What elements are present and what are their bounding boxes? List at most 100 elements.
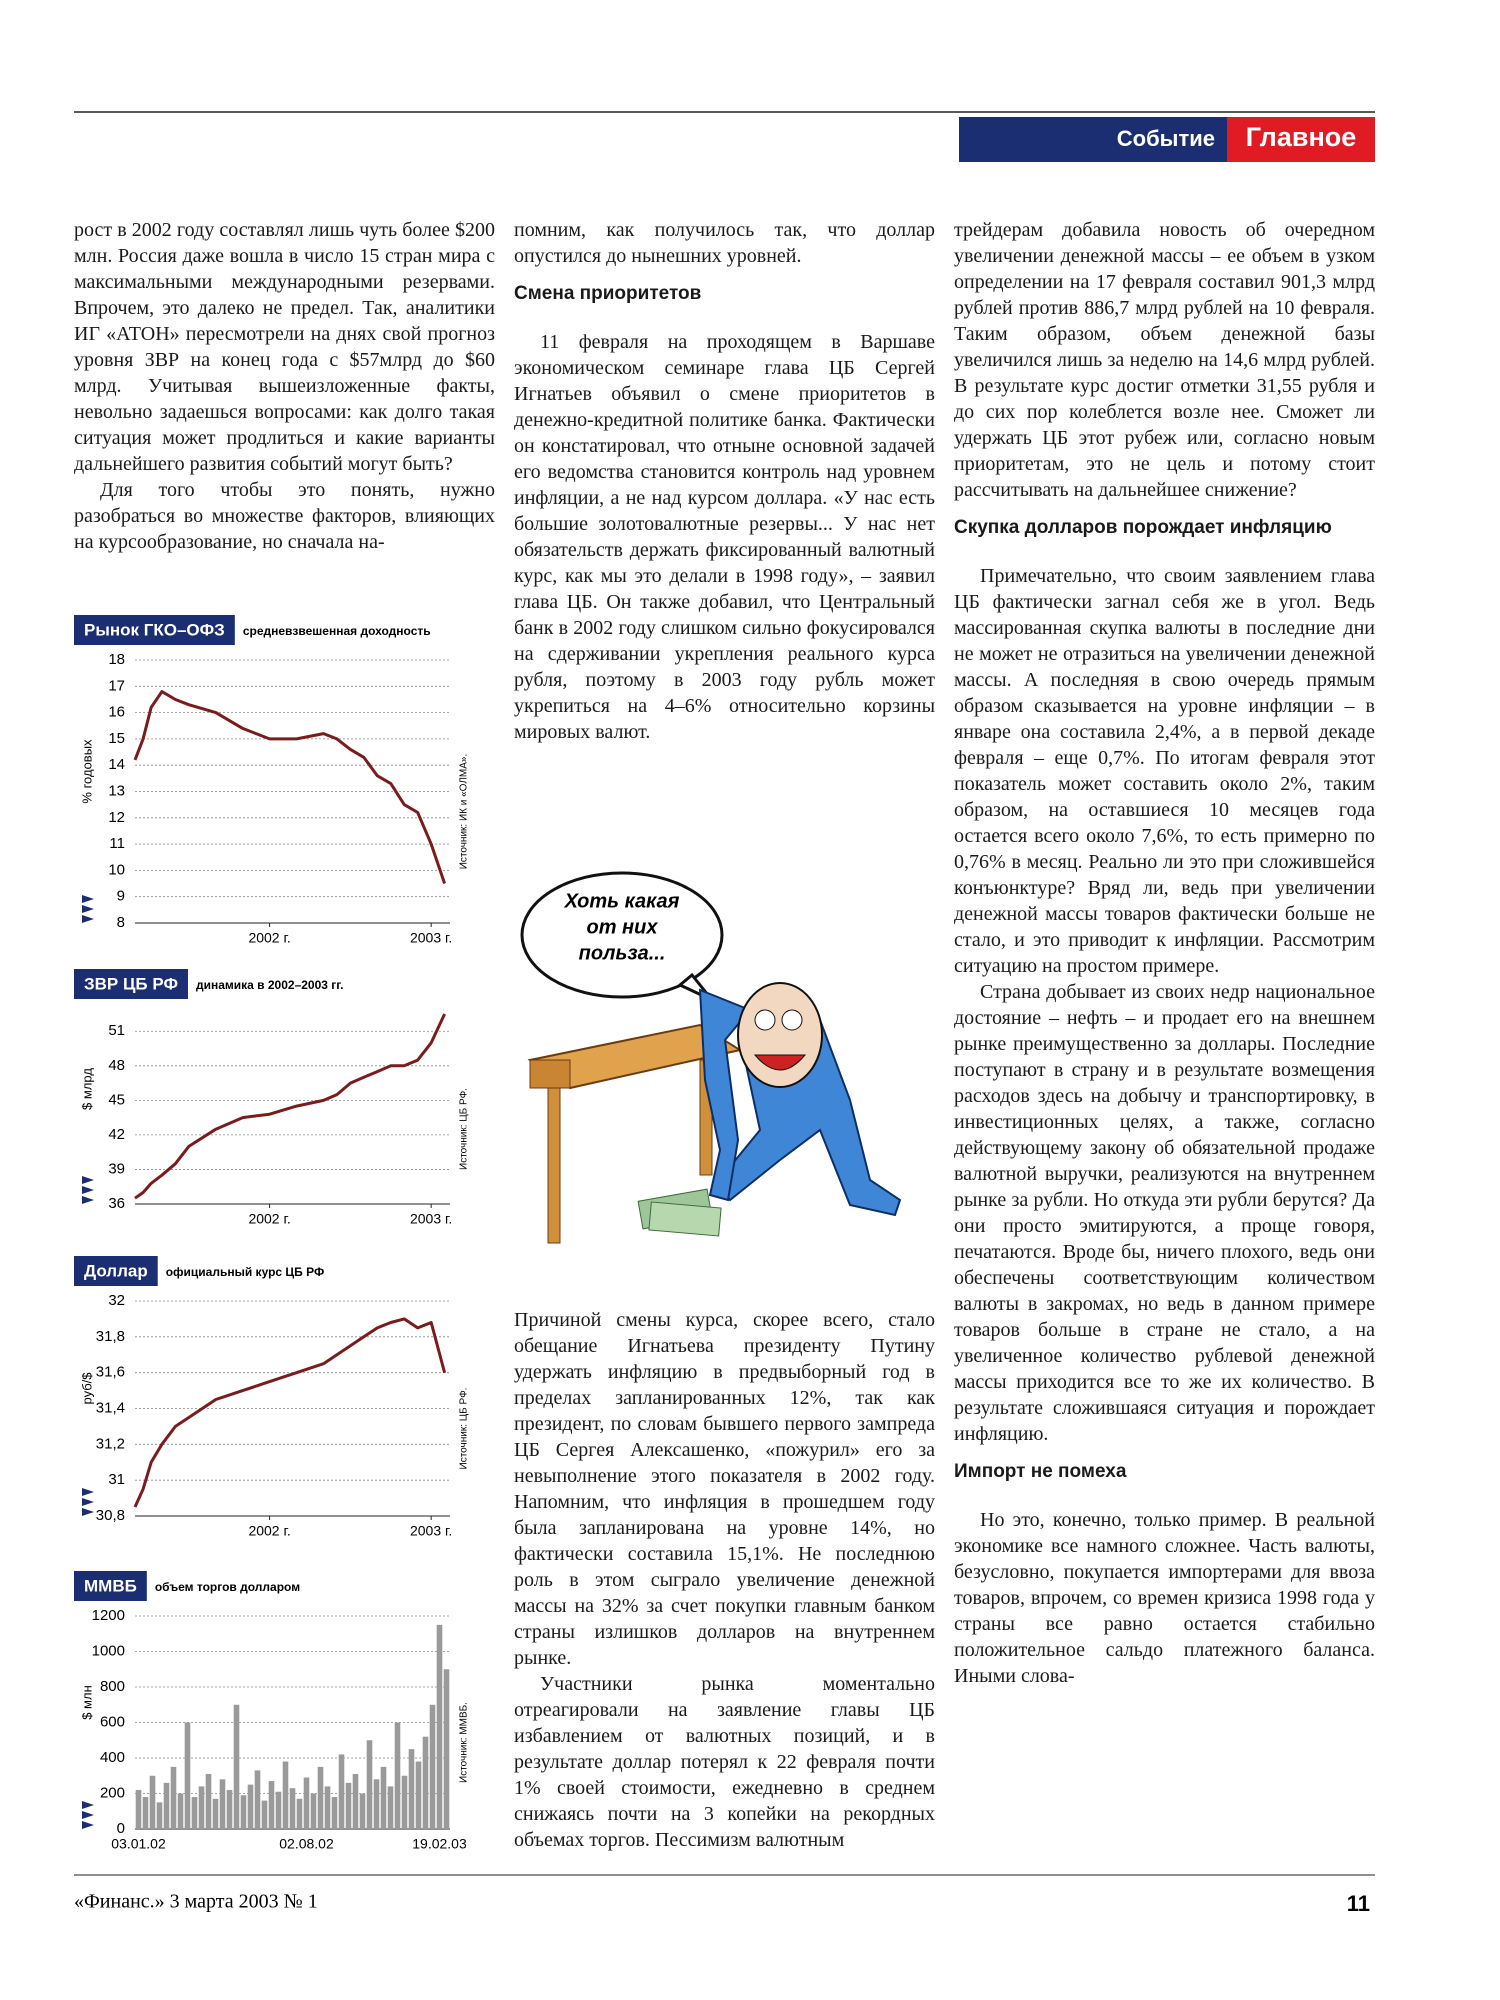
y-tick-label: 45: [108, 1091, 125, 1108]
y-tick-label: 13: [108, 782, 125, 799]
chart-source: Источник: ИК и «ОЛМА».: [459, 754, 470, 870]
chart-source: Источник: ЦБ РФ.: [459, 1088, 470, 1170]
bar: [226, 1789, 233, 1829]
section-box: [959, 117, 1227, 162]
eye: [754, 1009, 776, 1031]
y-tick-label: 36: [108, 1195, 125, 1212]
paragraph: рост в 2002 году составлял лишь чуть бол…: [74, 219, 495, 475]
bar: [205, 1773, 212, 1829]
paragraph: Примечательно, что своим заявлением глав…: [954, 565, 1375, 977]
bar: [296, 1798, 303, 1829]
paragraph: Причиной смены курса, скорее всего, стал…: [514, 1309, 935, 1669]
column-1: рост в 2002 году составлял лишь чуть бол…: [74, 217, 495, 602]
x-tick-label: 03.01.02: [111, 1836, 166, 1852]
section-heading: Скупка долларов порождает инфляцию: [954, 517, 1332, 538]
bar: [212, 1798, 219, 1829]
speech-bubble: [520, 871, 724, 999]
bar: [219, 1779, 226, 1829]
column-2-top: помним, как получилось так, что доллар о…: [514, 217, 935, 817]
y-tick-label: 11: [109, 835, 125, 852]
bar: [422, 1736, 429, 1829]
bar: [310, 1793, 317, 1829]
y-tick-label: 15: [108, 730, 125, 747]
y-tick-label: 800: [100, 1678, 125, 1695]
chart-subtitle: объем торгов долларом: [155, 1580, 300, 1594]
chart-title: ММВБ: [84, 1576, 137, 1595]
bar: [345, 1782, 352, 1829]
axis-marker: [82, 1821, 94, 1829]
chart-title-box: [74, 615, 235, 645]
bar: [177, 1793, 184, 1829]
paragraph: Участники рынка моментально отреагировал…: [514, 1673, 935, 1851]
section: Событие: [1117, 126, 1215, 151]
bar: [408, 1749, 415, 1829]
bar: [436, 1624, 443, 1829]
table-leg: [547, 1087, 561, 1244]
y-axis-label: % годовых: [79, 739, 94, 804]
bar: [275, 1791, 282, 1829]
bar: [366, 1740, 373, 1829]
bar: [352, 1773, 359, 1829]
y-tick-label: 200: [100, 1784, 125, 1801]
y-tick-label: 1200: [92, 1607, 125, 1624]
data-line: [134, 1013, 446, 1200]
axis-marker: [82, 1176, 94, 1184]
cartoon: Хоть какая от них польза...: [516, 842, 931, 1275]
data-line: [133, 1317, 447, 1508]
bar: [401, 1775, 408, 1829]
paragraph: Но это, конечно, только пример. В реальн…: [954, 1509, 1375, 1687]
y-tick-label: 39: [108, 1160, 125, 1177]
y-axis-label: $ млрд: [79, 1068, 94, 1110]
y-tick-label: 31,2: [96, 1435, 125, 1452]
column-2-bottom: Причиной смены курса, скорее всего, стал…: [514, 1307, 935, 1859]
bar: [317, 1766, 324, 1829]
y-tick-label: 30,8: [96, 1507, 125, 1524]
bar: [254, 1770, 261, 1829]
y-tick-label: 1000: [92, 1642, 125, 1659]
column-3: трейдерам добавила новость об очередном …: [954, 217, 1375, 1859]
chart-source: Источник: ММВБ.: [459, 1702, 470, 1783]
y-tick-label: 9: [117, 888, 125, 905]
speech-line: Хоть какая: [564, 890, 680, 912]
bar: [359, 1793, 366, 1829]
axis-marker: [82, 1488, 94, 1496]
y-tick-label: 31: [108, 1471, 125, 1488]
x-tick-label: 2002 г.: [248, 1523, 290, 1539]
paragraph: Для того чтобы это понять, нужно разобра…: [74, 479, 495, 553]
chart-title-box: [74, 1256, 158, 1286]
chart-title-box: [74, 1571, 147, 1601]
y-tick-label: 8: [117, 914, 125, 931]
bar: [149, 1775, 156, 1829]
x-tick-label: 2003 г.: [410, 1523, 452, 1539]
bar: [380, 1766, 387, 1829]
paragraph: помним, как получилось так, что доллар о…: [514, 219, 935, 267]
table-edge: [529, 1059, 571, 1089]
rubric: Главное: [1246, 122, 1357, 152]
x-tick-label: 2002 г.: [248, 930, 290, 946]
axis-marker: [82, 1811, 94, 1819]
axis-marker: [82, 905, 94, 913]
y-tick-label: 14: [108, 756, 125, 773]
bar: [247, 1784, 254, 1829]
x-tick-label: 2002 г.: [248, 1211, 290, 1227]
footer-issue: «Финанс.» 3 марта 2003 № 1: [74, 1891, 318, 1913]
x-tick-label: 19.02.03: [412, 1836, 467, 1852]
bar: [394, 1722, 401, 1829]
man-head: [737, 982, 823, 1088]
bar: [198, 1786, 205, 1829]
bar: [261, 1800, 268, 1829]
paragraph: Страна добывает из своих недр национальн…: [954, 981, 1375, 1445]
chart-title: Рынок ГКО–ОФЗ: [84, 620, 225, 639]
bar: [170, 1766, 177, 1829]
chart-title: ЗВР ЦБ РФ: [84, 974, 178, 993]
y-tick-label: 17: [108, 677, 125, 694]
axis-marker: [82, 895, 94, 903]
y-axis-label: руб/$: [79, 1372, 94, 1405]
eye: [781, 1009, 803, 1031]
paragraph: 11 февраля на проходящем в Варшаве эконо…: [514, 331, 935, 743]
bar: [268, 1781, 275, 1829]
bar: [429, 1704, 436, 1829]
speech-line: от них: [587, 916, 659, 938]
